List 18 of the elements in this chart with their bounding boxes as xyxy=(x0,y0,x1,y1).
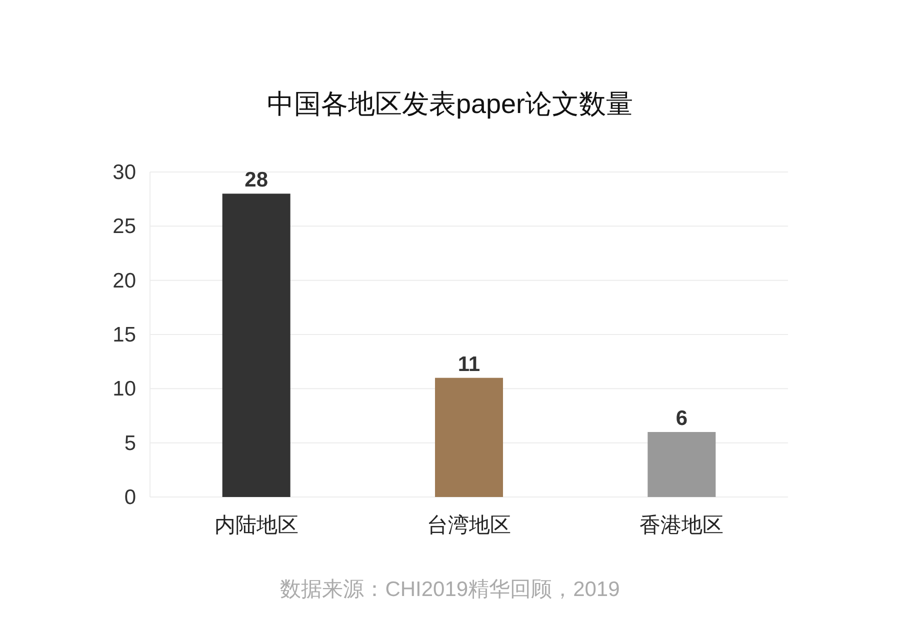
x-tick-label: 内陆地区 xyxy=(214,514,298,537)
y-tick-label: 25 xyxy=(112,215,136,238)
x-tick-label: 台湾地区 xyxy=(427,514,511,537)
y-tick-label: 30 xyxy=(112,161,136,184)
data-label: 28 xyxy=(244,168,268,192)
y-tick-label: 5 xyxy=(124,432,136,455)
y-tick-label: 10 xyxy=(112,378,136,401)
y-tick-label: 20 xyxy=(112,269,136,292)
y-tick-label: 0 xyxy=(124,486,136,509)
source-note: 数据来源：CHI2019精华回顾，2019 xyxy=(280,578,620,601)
bar xyxy=(648,432,716,497)
y-tick-label: 15 xyxy=(112,324,136,346)
bar xyxy=(222,194,290,497)
data-label: 6 xyxy=(676,407,688,430)
chart-title: 中国各地区发表paper论文数量 xyxy=(266,89,634,119)
x-tick-label: 香港地区 xyxy=(640,514,724,537)
bar xyxy=(435,378,503,497)
data-label: 11 xyxy=(458,352,480,376)
